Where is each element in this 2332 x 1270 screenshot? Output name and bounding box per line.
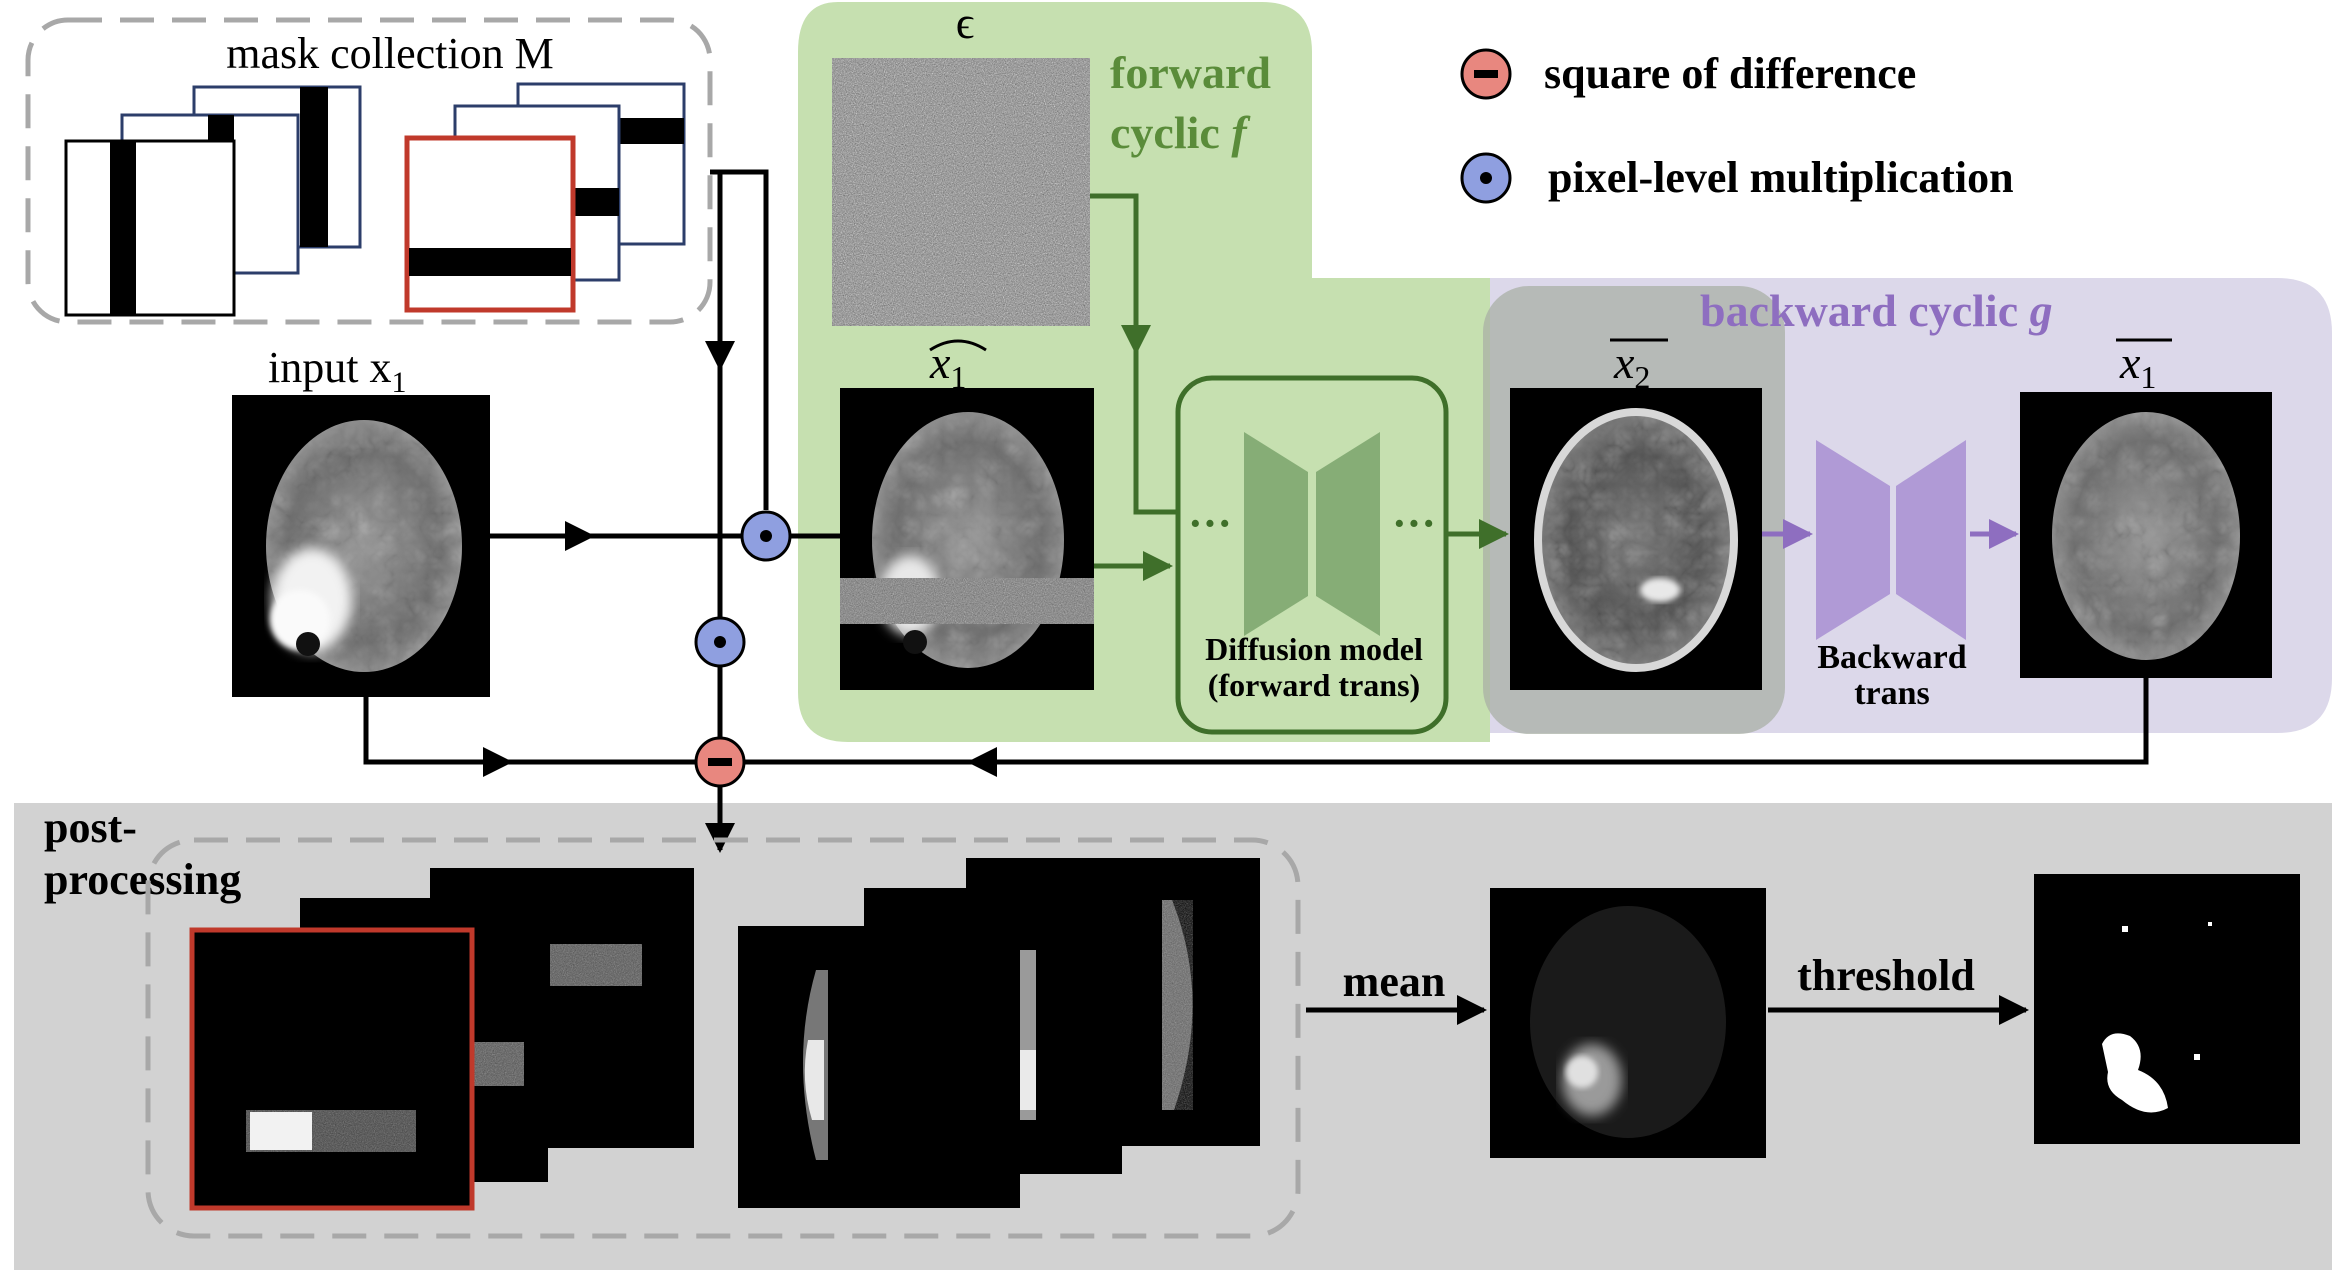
dots-left: ···	[1188, 499, 1232, 548]
selected-mask	[404, 135, 576, 313]
backward-cyclic-label: backward cyclic g	[1700, 285, 2053, 336]
hat-accent	[929, 339, 987, 352]
x1-bar-image	[2020, 392, 2272, 678]
multiply-operator-top	[740, 510, 792, 562]
x1-bar-label: x1	[2119, 337, 2156, 395]
dots-right: ···	[1392, 499, 1436, 548]
post-processing-label: post-processing	[44, 803, 241, 904]
legend-difference-label: square of difference	[1544, 49, 1916, 98]
mask-stack-horizontal	[404, 82, 686, 313]
x1-hat-image	[840, 388, 1094, 690]
mask-collection-label: mask collection M	[226, 29, 554, 78]
backward-trans-label: Backward trans	[1817, 639, 1966, 712]
epsilon-label: ϵ	[956, 0, 975, 48]
difference-stack-vertical	[738, 858, 1260, 1208]
diffusion-decoder-shape	[1316, 432, 1380, 636]
legend-difference: square of difference	[1460, 48, 1916, 100]
forward-cyclic-label: forward cyclic f	[1110, 47, 1271, 158]
mean-map-image	[1490, 888, 1766, 1158]
x2-bar-label: x2	[1613, 337, 1650, 395]
backward-encoder-shape	[1816, 440, 1890, 640]
diffusion-encoder-shape	[1244, 432, 1308, 636]
connectors	[363, 169, 2149, 853]
input-image	[232, 395, 490, 697]
legend-multiplication-label: pixel-level multiplication	[1548, 153, 2014, 202]
forward-arrows	[1090, 193, 1509, 581]
difference-stack-horizontal	[189, 868, 694, 1211]
diffusion-model-box	[1175, 375, 1449, 735]
mask-collection-box	[25, 17, 713, 325]
x1-hat-label: x1	[929, 337, 966, 395]
difference-operator	[694, 736, 746, 788]
threshold-map-image	[2034, 874, 2300, 1144]
backward-decoder-shape	[1896, 440, 1966, 640]
diffusion-model-label: Diffusion model (forward trans)	[1205, 631, 1423, 703]
threshold-label: threshold	[1797, 951, 1975, 1000]
selected-difference-map	[189, 927, 475, 1211]
x2-bar-image	[1510, 388, 1762, 690]
mask-stack-vertical	[64, 85, 362, 317]
multiply-operator-mid	[694, 616, 746, 668]
noise-image	[832, 58, 1090, 326]
input-label: input x1	[268, 343, 406, 399]
legend-multiplication: pixel-level multiplication	[1460, 152, 2014, 204]
post-processing-dashed-box	[145, 837, 1301, 1239]
mean-label: mean	[1343, 957, 1446, 1006]
